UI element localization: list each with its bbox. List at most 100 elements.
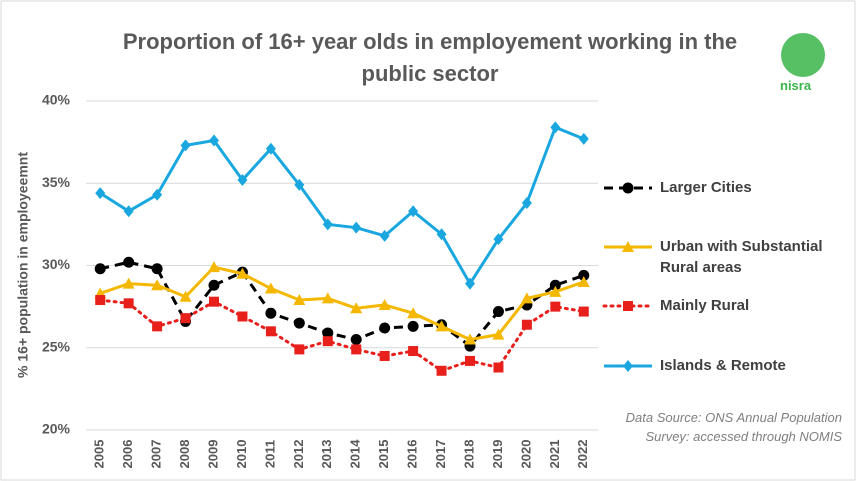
data-point — [95, 295, 106, 306]
logo-icon — [781, 33, 825, 77]
data-point — [180, 139, 191, 152]
x-tick-label: 2012 — [291, 440, 306, 469]
x-tick-label: 2016 — [405, 440, 420, 469]
x-tick-label: 2022 — [575, 440, 590, 469]
data-point — [208, 279, 220, 291]
data-point — [408, 205, 419, 218]
data-point — [209, 296, 219, 307]
data-point — [379, 322, 391, 334]
x-tick-label: 2007 — [149, 440, 164, 469]
y-tick-label: 25% — [42, 338, 71, 354]
data-point — [123, 205, 134, 218]
source-note: Data Source: ONS Annual Population Surve… — [625, 410, 842, 444]
data-point — [493, 362, 504, 373]
legend-marker — [622, 182, 634, 194]
data-point — [180, 313, 191, 324]
series-line — [99, 265, 585, 342]
data-point — [578, 306, 589, 317]
data-point — [464, 333, 476, 345]
data-point — [294, 344, 305, 355]
data-point — [95, 187, 106, 200]
data-point — [322, 327, 334, 339]
data-point — [179, 290, 192, 302]
data-point — [407, 307, 420, 319]
data-point — [208, 261, 220, 273]
data-point — [321, 292, 334, 304]
data-point — [577, 275, 590, 287]
data-point — [94, 263, 106, 275]
data-point — [152, 188, 163, 201]
data-point — [436, 228, 447, 241]
data-point — [293, 317, 305, 329]
data-point — [151, 279, 164, 291]
series-line — [99, 125, 585, 287]
data-point — [350, 334, 362, 346]
x-tick-label: 2015 — [376, 440, 391, 469]
x-tick-label: 2019 — [490, 440, 505, 469]
data-point — [378, 298, 391, 310]
chart-title: Proportion of 16+ year olds in employeme… — [122, 29, 738, 86]
data-point — [351, 344, 362, 355]
data-point — [578, 132, 589, 145]
y-tick-label: 30% — [42, 256, 71, 272]
legend-label: Larger Cities — [660, 179, 752, 196]
data-point — [578, 269, 590, 281]
data-point — [350, 302, 363, 314]
legend-marker — [623, 360, 633, 372]
data-point — [351, 221, 362, 234]
data-point — [435, 320, 448, 332]
data-point — [265, 307, 277, 319]
legend-marker — [622, 241, 634, 252]
legend-marker — [623, 301, 633, 311]
data-point — [236, 267, 249, 279]
data-point — [465, 355, 475, 366]
x-tick-label: 2018 — [461, 440, 476, 469]
x-tick-label: 2009 — [205, 440, 220, 469]
data-point — [237, 311, 248, 322]
data-point — [436, 365, 447, 376]
data-point — [492, 306, 504, 318]
data-point — [122, 277, 135, 289]
data-point — [465, 277, 475, 290]
data-point — [521, 196, 532, 209]
series-line — [99, 260, 585, 349]
x-tick-label: 2008 — [177, 440, 192, 469]
data-point — [293, 294, 306, 306]
y-tick-label: 40% — [42, 92, 71, 108]
x-tick-label: 2010 — [234, 440, 249, 469]
data-point — [123, 256, 135, 268]
y-axis-label: % 16+ population in employeemnt — [15, 152, 31, 378]
data-point — [549, 279, 561, 291]
data-point — [264, 282, 277, 294]
x-tick-label: 2006 — [120, 440, 135, 469]
legend-label: Urban with Substantial Rural areas — [660, 238, 823, 276]
data-point — [549, 285, 562, 297]
logo-text: nisra — [780, 78, 812, 93]
data-point — [520, 292, 533, 304]
x-tick-label: 2011 — [262, 440, 277, 468]
data-point — [237, 173, 248, 186]
legend-label: Islands & Remote — [660, 357, 786, 374]
data-point — [123, 298, 134, 309]
data-point — [322, 218, 333, 231]
data-point — [408, 346, 419, 357]
data-point — [322, 336, 333, 347]
y-tick-label: 35% — [42, 174, 71, 190]
data-point — [209, 134, 219, 147]
y-tick-label: 20% — [42, 421, 71, 437]
data-point — [407, 320, 419, 332]
x-tick-label: 2020 — [518, 440, 533, 469]
x-tick-label: 2014 — [348, 439, 363, 469]
x-tick-label: 2005 — [92, 440, 107, 469]
data-point — [265, 326, 276, 337]
data-point — [379, 350, 390, 361]
data-point — [294, 178, 305, 191]
data-point — [521, 319, 532, 330]
data-point — [379, 229, 390, 242]
x-tick-label: 2021 — [547, 440, 562, 469]
data-point — [151, 263, 163, 275]
data-point — [492, 328, 505, 340]
legend-label: Mainly Rural — [660, 297, 750, 314]
